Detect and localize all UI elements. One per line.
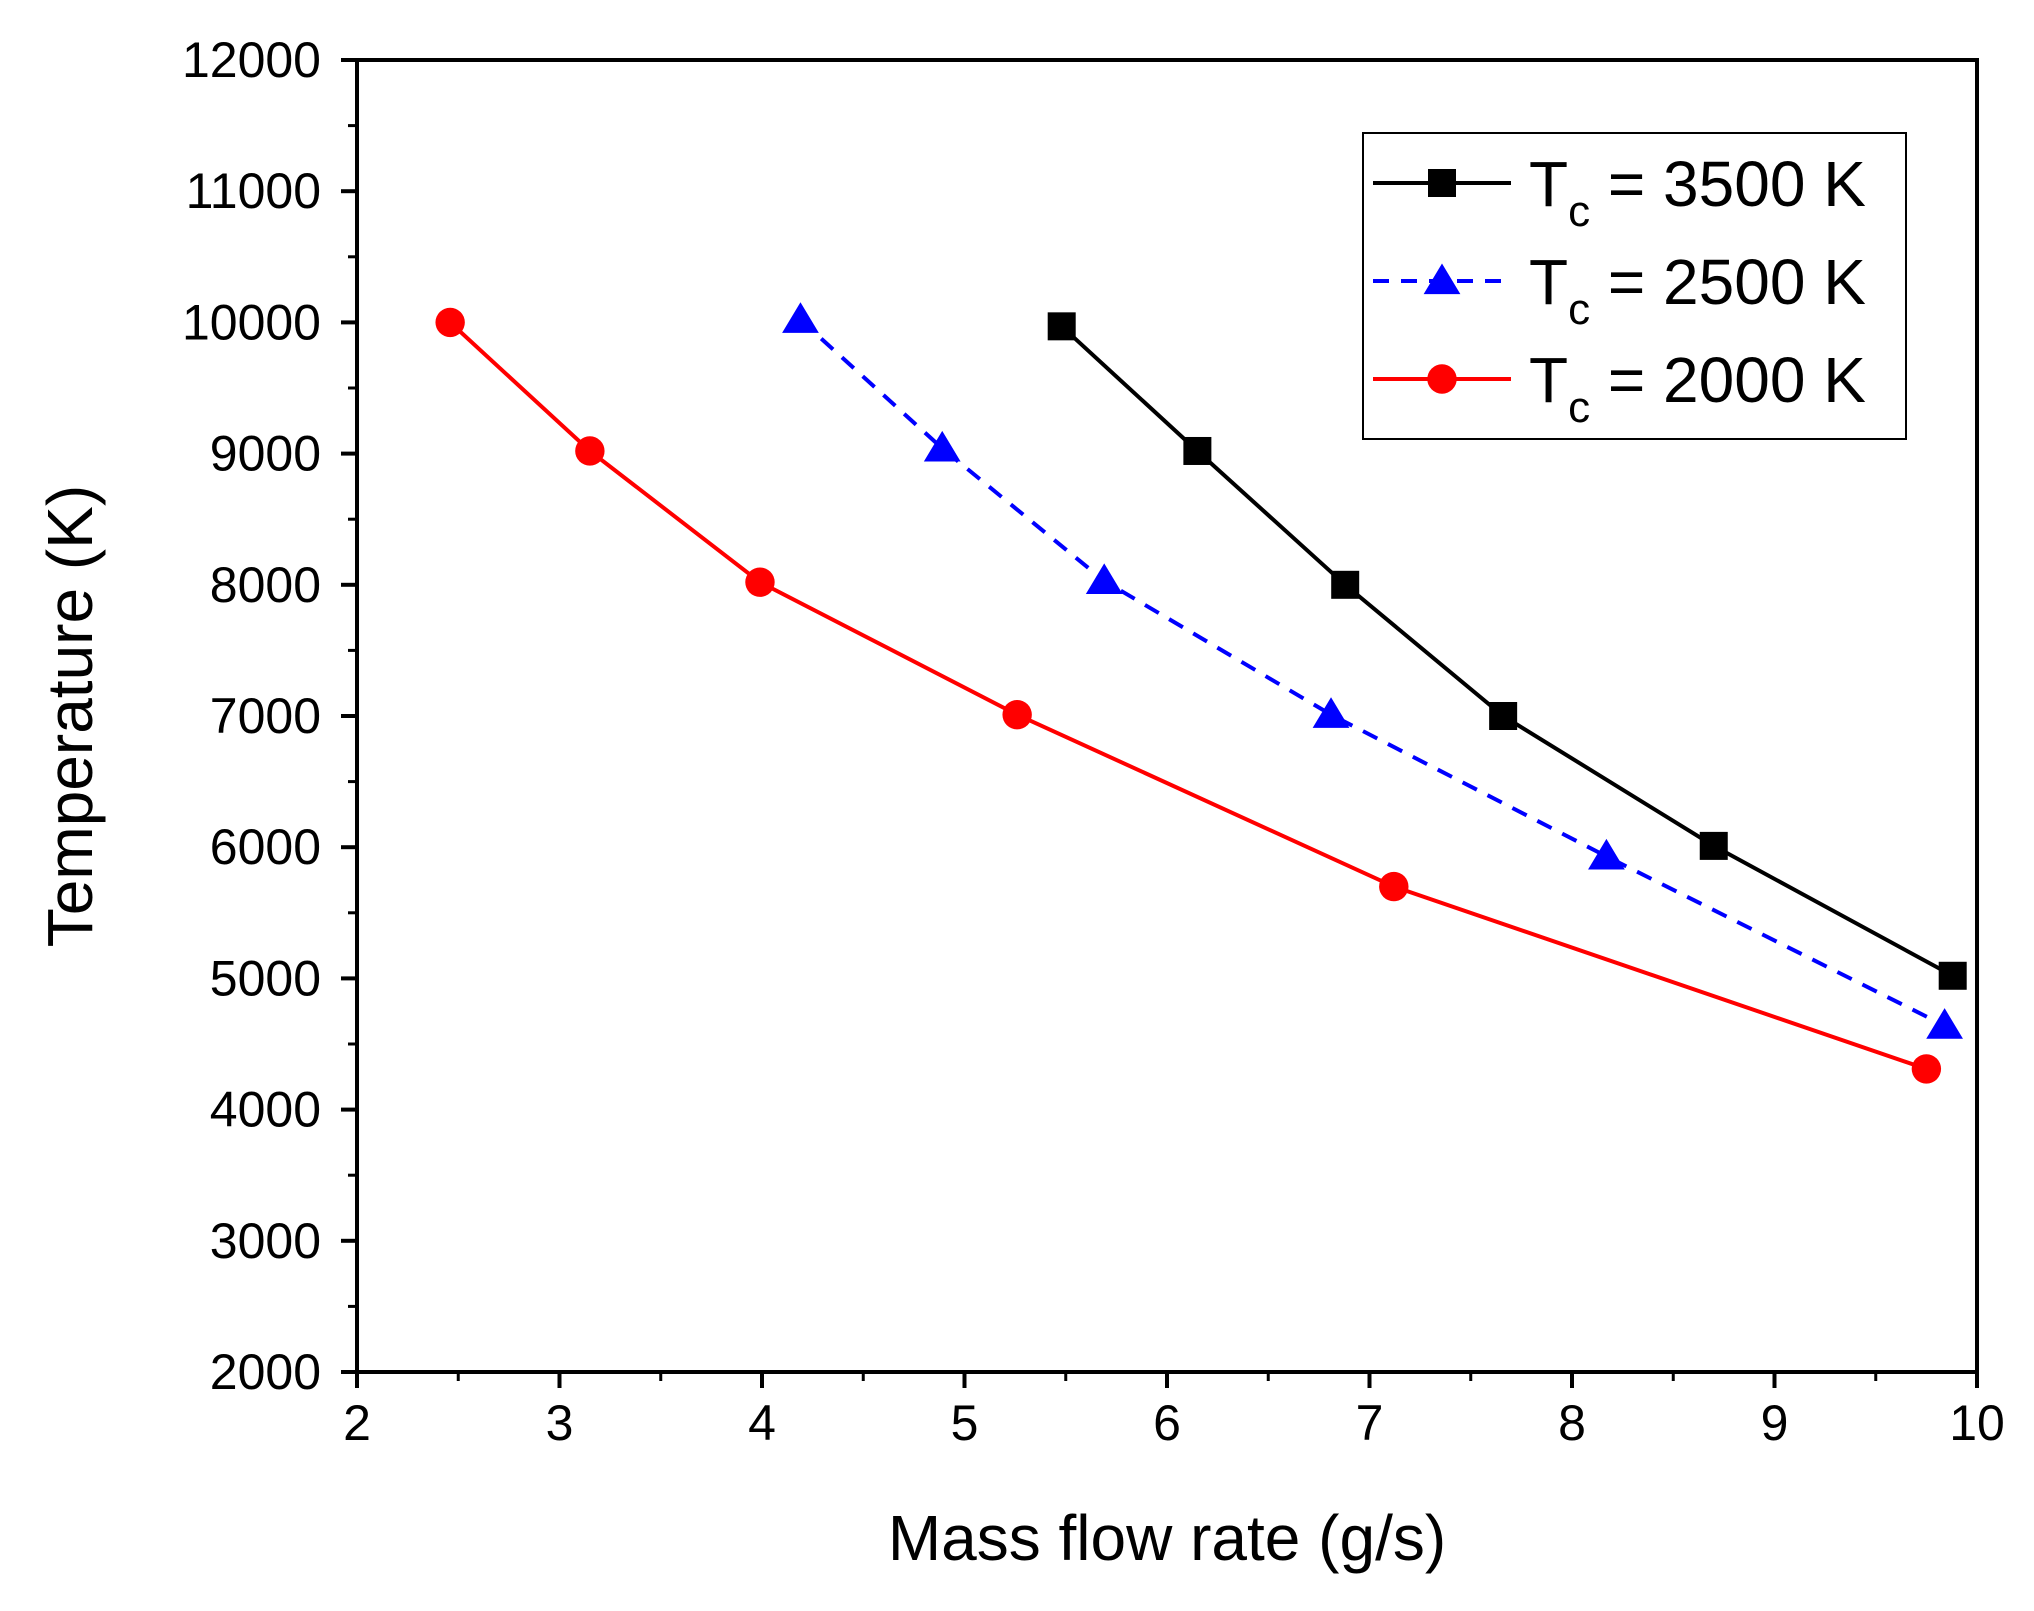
y-tick-label: 6000 <box>210 819 321 875</box>
x-tick-label: 2 <box>343 1395 371 1451</box>
legend-label-subscript: c <box>1568 187 1590 236</box>
y-tick-label: 11000 <box>186 163 321 219</box>
data-point <box>1312 697 1350 728</box>
legend-label-main: T <box>1529 148 1568 220</box>
data-point <box>1085 563 1123 594</box>
x-tick-label: 6 <box>1153 1395 1181 1451</box>
x-tick-labels: 2 3 4 5 6 7 8 9 10 <box>343 1395 2005 1451</box>
series-line <box>799 318 1946 1028</box>
y-tick-labels: 2000 3000 4000 5000 6000 7000 8000 9000 10000 110… <box>182 32 321 1400</box>
data-point <box>1938 961 1967 990</box>
data-point <box>1926 1008 1963 1039</box>
legend-label-main: T <box>1529 246 1568 318</box>
y-tick-label: 4000 <box>210 1082 321 1138</box>
legend-label: Tc = 3500 K <box>1529 148 1866 236</box>
data-point <box>782 302 819 333</box>
legend-label-subscript: c <box>1568 285 1590 334</box>
series-layer <box>435 302 1967 1084</box>
y-tick-label: 12000 <box>182 32 321 88</box>
legend-label-rest: = 2500 K <box>1590 246 1866 318</box>
legend-label-main: T <box>1529 344 1568 416</box>
legend-label-rest: = 3500 K <box>1590 148 1866 220</box>
data-point <box>1183 436 1212 465</box>
data-point <box>1047 312 1076 341</box>
legend-label-rest: = 2000 K <box>1590 344 1866 416</box>
legend-marker <box>1428 169 1456 197</box>
series-3 <box>435 307 1942 1084</box>
x-tick-label: 7 <box>1356 1395 1384 1451</box>
data-point <box>575 436 605 466</box>
series-line <box>1060 324 1954 978</box>
data-point <box>1331 570 1360 599</box>
series-1 <box>1047 312 1967 990</box>
legend-marker <box>1427 364 1457 394</box>
data-point <box>1699 831 1728 860</box>
legend-marker <box>1423 263 1461 295</box>
data-point <box>1911 1054 1942 1084</box>
x-tick-label: 3 <box>546 1395 574 1451</box>
plot-frame <box>355 58 1979 1374</box>
x-tick-label: 4 <box>748 1395 776 1451</box>
y-tick-label: 3000 <box>210 1213 321 1269</box>
y-tick-label: 8000 <box>210 557 321 613</box>
x-axis-title: Mass flow rate (g/s) <box>888 1502 1446 1574</box>
y-axis-title: Temperature (K) <box>34 485 106 947</box>
series-line <box>448 320 1928 1071</box>
y-tick-label: 7000 <box>210 688 321 744</box>
data-point <box>923 430 961 462</box>
x-tick-label: 9 <box>1761 1395 1789 1451</box>
legend-label: Tc = 2000 K <box>1529 344 1866 432</box>
legend-entry-2: Tc = 2500 K <box>1373 246 1866 334</box>
legend-label-subscript: c <box>1568 383 1590 432</box>
legend-entry-1: Tc = 3500 K <box>1373 148 1866 236</box>
data-point <box>1002 699 1032 730</box>
legend: Tc = 3500 KTc = 2500 KTc = 2000 K <box>1362 132 1907 440</box>
data-point <box>435 307 465 338</box>
x-tick-label: 8 <box>1558 1395 1586 1451</box>
data-point <box>1588 838 1625 870</box>
y-tick-label: 2000 <box>210 1344 321 1400</box>
legend-entry-3: Tc = 2000 K <box>1373 344 1866 432</box>
x-tick-label: 10 <box>1949 1395 2005 1451</box>
y-tick-label: 9000 <box>210 426 321 482</box>
data-point <box>1379 871 1409 902</box>
data-point <box>745 567 775 597</box>
legend-label: Tc = 2500 K <box>1529 246 1866 334</box>
x-tick-label: 5 <box>951 1395 979 1451</box>
y-tick-label: 5000 <box>210 950 321 1006</box>
y-tick-label: 10000 <box>182 294 321 350</box>
series-2 <box>782 302 1963 1039</box>
data-point <box>1489 702 1518 730</box>
